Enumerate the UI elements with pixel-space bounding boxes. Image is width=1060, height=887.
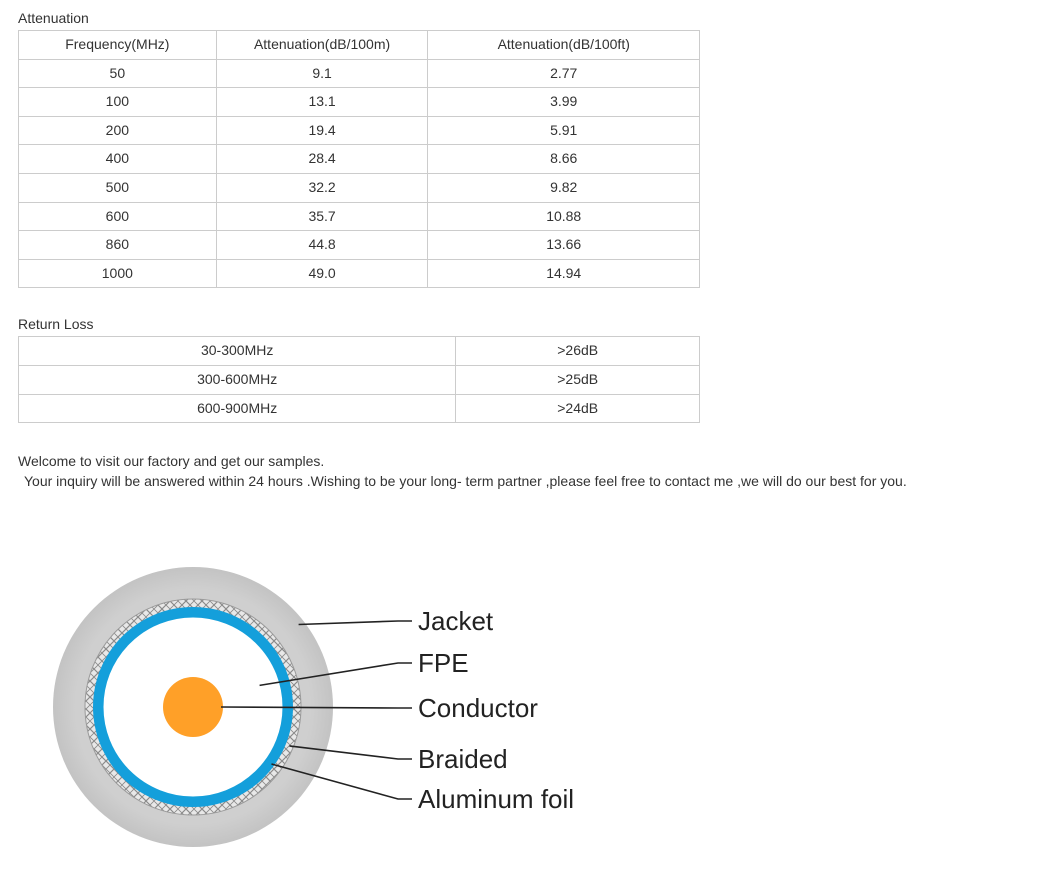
table-cell: 32.2: [216, 173, 428, 202]
table-row: 50032.29.82: [19, 173, 700, 202]
cable-diagram: Jacket FPE Conductor Braided Aluminum foil: [18, 537, 658, 877]
table-cell: 50: [19, 59, 217, 88]
table-row: 300-600MHz>25dB: [19, 365, 700, 394]
attenuation-header-row: Frequency(MHz) Attenuation(dB/100m) Atte…: [19, 31, 700, 60]
header-db100m: Attenuation(dB/100m): [216, 31, 428, 60]
conductor-layer: [163, 677, 223, 737]
table-cell: 14.94: [428, 259, 700, 288]
table-cell: 3.99: [428, 88, 700, 117]
table-cell: 13.66: [428, 231, 700, 260]
welcome-text: Welcome to visit our factory and get our…: [18, 451, 1042, 492]
table-cell: 19.4: [216, 116, 428, 145]
header-freq: Frequency(MHz): [19, 31, 217, 60]
table-cell: 9.82: [428, 173, 700, 202]
table-row: 30-300MHz>26dB: [19, 337, 700, 366]
table-cell: 100: [19, 88, 217, 117]
table-cell: 5.91: [428, 116, 700, 145]
table-cell: 600: [19, 202, 217, 231]
table-cell: 8.66: [428, 145, 700, 174]
table-row: 86044.813.66: [19, 231, 700, 260]
table-row: 100049.014.94: [19, 259, 700, 288]
table-cell: 500: [19, 173, 217, 202]
label-fpe: FPE: [418, 648, 469, 678]
label-aluminum-foil: Aluminum foil: [418, 784, 574, 814]
table-cell: 28.4: [216, 145, 428, 174]
attenuation-table: Frequency(MHz) Attenuation(dB/100m) Atte…: [18, 30, 700, 288]
table-cell: 44.8: [216, 231, 428, 260]
table-cell: >25dB: [456, 365, 700, 394]
table-cell: 860: [19, 231, 217, 260]
table-cell: 2.77: [428, 59, 700, 88]
leader-conductor: [221, 707, 412, 708]
table-row: 60035.710.88: [19, 202, 700, 231]
table-cell: 1000: [19, 259, 217, 288]
table-cell: 49.0: [216, 259, 428, 288]
table-cell: 200: [19, 116, 217, 145]
table-row: 20019.45.91: [19, 116, 700, 145]
leader-jacket: [299, 621, 412, 625]
welcome-line1: Welcome to visit our factory and get our…: [18, 451, 1042, 471]
table-cell: 30-300MHz: [19, 337, 456, 366]
return-loss-table: 30-300MHz>26dB300-600MHz>25dB600-900MHz>…: [18, 336, 700, 423]
label-braided: Braided: [418, 744, 508, 774]
label-conductor: Conductor: [418, 693, 538, 723]
table-cell: 13.1: [216, 88, 428, 117]
table-cell: 9.1: [216, 59, 428, 88]
table-cell: 35.7: [216, 202, 428, 231]
table-row: 10013.13.99: [19, 88, 700, 117]
table-row: 509.12.77: [19, 59, 700, 88]
header-db100ft: Attenuation(dB/100ft): [428, 31, 700, 60]
table-cell: 400: [19, 145, 217, 174]
label-jacket: Jacket: [418, 606, 494, 636]
table-cell: 10.88: [428, 202, 700, 231]
attenuation-title: Attenuation: [18, 10, 1042, 26]
table-cell: 300-600MHz: [19, 365, 456, 394]
return-loss-title: Return Loss: [18, 316, 1042, 332]
table-cell: >26dB: [456, 337, 700, 366]
table-row: 600-900MHz>24dB: [19, 394, 700, 423]
table-cell: >24dB: [456, 394, 700, 423]
table-cell: 600-900MHz: [19, 394, 456, 423]
table-row: 40028.48.66: [19, 145, 700, 174]
welcome-line2: Your inquiry will be answered within 24 …: [18, 471, 1042, 491]
